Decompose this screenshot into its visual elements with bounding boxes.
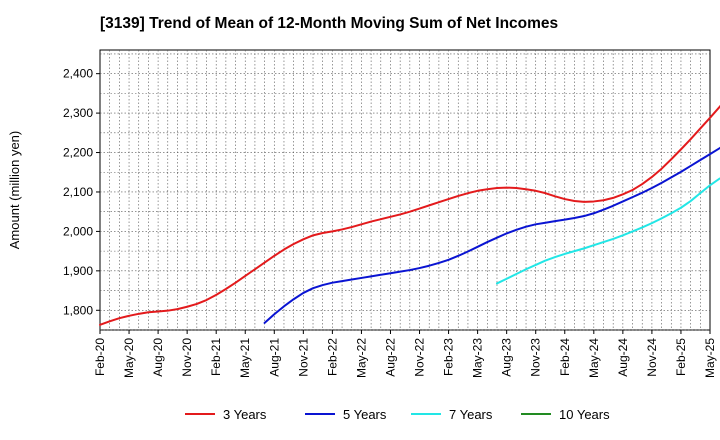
legend-label-7-years: 7 Years [449, 407, 493, 422]
x-tick-label: Nov-22 [413, 338, 427, 377]
x-tick-label: Nov-20 [180, 338, 194, 377]
x-tick-label: Nov-21 [296, 338, 310, 377]
series-line-5-years [263, 146, 720, 324]
y-axis-title: Amount (million yen) [7, 131, 22, 250]
chart-title: [3139] Trend of Mean of 12-Month Moving … [100, 15, 559, 32]
y-tick-label: 2,000 [63, 224, 93, 238]
series-line-3-years [99, 104, 720, 326]
x-tick-label: May-20 [122, 338, 136, 378]
x-tick-label: Aug-21 [267, 338, 281, 377]
x-tick-label: Nov-24 [645, 338, 659, 377]
legend-label-3-years: 3 Years [223, 407, 267, 422]
y-tick-label: 2,200 [63, 146, 93, 160]
legend-label-5-years: 5 Years [343, 407, 387, 422]
x-tick-label: Feb-23 [442, 338, 456, 376]
x-tick-label: Feb-21 [209, 338, 223, 376]
x-tick-label: Feb-25 [674, 338, 688, 376]
x-tick-label: Nov-23 [529, 338, 543, 377]
x-tick-label: Feb-22 [325, 338, 339, 376]
y-tick-label: 1,800 [63, 303, 93, 317]
y-tick-label: 2,400 [63, 67, 93, 81]
x-tick-label: May-21 [238, 338, 252, 378]
legend-label-10-years: 10 Years [559, 407, 610, 422]
plot-area [99, 49, 711, 331]
x-tick-label: May-25 [703, 338, 717, 378]
x-tick-label: May-23 [471, 338, 485, 378]
x-tick-label: Feb-20 [93, 338, 107, 376]
y-tick-label: 2,100 [63, 185, 93, 199]
x-tick-label: Aug-20 [151, 338, 165, 377]
x-tick-label: Aug-23 [500, 338, 514, 377]
grid-lines [100, 50, 710, 331]
y-tick-label: 2,300 [63, 106, 93, 120]
x-tick-label: Feb-24 [558, 338, 572, 376]
y-tick-label: 1,900 [63, 264, 93, 278]
x-tick-label: May-22 [354, 338, 368, 378]
x-tick-label: Aug-24 [616, 338, 630, 377]
series-line-7-years [495, 177, 720, 285]
x-tick-label: Aug-22 [383, 338, 397, 377]
x-tick-label: May-24 [587, 338, 601, 378]
